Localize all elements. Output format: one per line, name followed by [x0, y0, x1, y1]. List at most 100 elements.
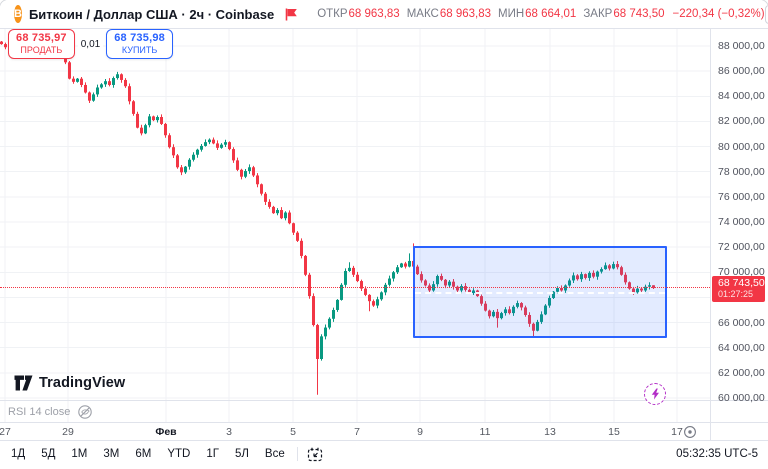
time-tick-label: 9: [417, 426, 423, 438]
range-button-1г[interactable]: 1Г: [206, 448, 219, 460]
candle-body: [520, 303, 523, 308]
calendar-icon: [307, 447, 322, 461]
candle-body: [628, 282, 631, 289]
candle-body: [316, 325, 319, 359]
boost-icon[interactable]: [644, 383, 666, 405]
range-button-6м[interactable]: 6М: [135, 448, 152, 460]
candle-body: [500, 313, 503, 319]
time-axis[interactable]: 27 29 Фев 3 5 7 9 11 13 15 17: [0, 422, 768, 441]
price-tick-label: 86 000,00: [718, 65, 765, 78]
currency-selector[interactable]: USD: [764, 4, 768, 24]
sell-label: ПРОДАТЬ: [20, 45, 63, 55]
candle-body: [344, 270, 347, 285]
candle-body: [640, 288, 643, 291]
change-value: −220,34 (−0,32%): [672, 8, 765, 20]
candle-body: [132, 101, 135, 114]
rsi-pane: RSI 14 close: [0, 400, 710, 422]
candle-body: [292, 223, 295, 233]
candle-body: [388, 278, 391, 285]
candle-body: [228, 142, 231, 150]
toolbar-divider: [296, 447, 298, 461]
candle-body: [320, 336, 323, 359]
candle-body: [108, 81, 111, 85]
candle-body: [356, 274, 359, 282]
time-tick-label: 3: [226, 426, 232, 438]
candle-body: [224, 142, 227, 145]
candle-body: [120, 74, 123, 80]
session-clock[interactable]: 05:32:35 UTC-5: [676, 448, 758, 460]
time-tick-label: Фев: [155, 426, 177, 438]
bottom-toolbar: 1Д 5Д 1М 3М 6М YTD 1Г 5Л Все 05:32:35 UTC-5: [0, 440, 768, 469]
candle-body: [360, 281, 363, 289]
candle-body: [396, 267, 399, 273]
price-pane[interactable]: 68 735,97 ПРОДАТЬ 0,01 68 735,98 КУПИТЬ …: [0, 29, 710, 405]
candle-body: [620, 267, 623, 275]
candle-body: [200, 145, 203, 150]
candle-body: [252, 167, 255, 176]
range-button-1м[interactable]: 1М: [71, 448, 88, 460]
top-toolbar: B Биткоин / Доллар США · 2ч · Coinbase О…: [0, 0, 768, 29]
candle-body: [264, 193, 267, 202]
candle-body: [488, 310, 491, 317]
range-button-5д[interactable]: 5Д: [41, 448, 56, 460]
candle-body: [324, 327, 327, 337]
candle-body: [192, 154, 195, 160]
buy-button[interactable]: 68 735,98 КУПИТЬ: [106, 29, 173, 59]
candle-body: [588, 272, 591, 278]
time-tick-label: 7: [354, 426, 360, 438]
eye-off-icon[interactable]: [78, 405, 93, 419]
candle-body: [524, 307, 527, 315]
range-button-ytd[interactable]: YTD: [167, 448, 191, 460]
candle-body: [496, 311, 499, 319]
candle-body: [176, 155, 179, 168]
candle-body: [600, 269, 603, 272]
candle-body: [96, 87, 99, 95]
time-tick-label: 17: [671, 426, 683, 438]
candle-body: [552, 291, 555, 299]
range-buttons: 1Д 5Д 1М 3М 6М YTD 1Г 5Л Все: [6, 445, 290, 463]
range-button-5л[interactable]: 5Л: [234, 448, 249, 460]
candle-body: [480, 296, 483, 304]
close-label: ЗАКР: [583, 8, 613, 20]
price-axis[interactable]: 68 743,50 01:27:25 88 000,00 86 000,00 84 …: [710, 29, 768, 404]
selection-box-drawing[interactable]: [413, 245, 667, 339]
candle-body: [68, 62, 71, 79]
bar-countdown: 01:27:25: [718, 289, 754, 300]
time-tick-label: 13: [544, 426, 556, 438]
sell-button[interactable]: 68 735,97 ПРОДАТЬ: [8, 29, 75, 59]
candle-body: [196, 149, 199, 155]
candle-body: [260, 184, 263, 194]
go-to-date-button[interactable]: [305, 445, 325, 464]
symbol-title[interactable]: Биткоин / Доллар США · 2ч · Coinbase: [28, 6, 275, 22]
candle-body: [644, 286, 647, 291]
candle-body: [452, 281, 455, 287]
candle-body: [140, 127, 143, 134]
price-tick-label: 88 000,00: [718, 39, 765, 52]
candle-body: [532, 323, 535, 331]
time-tick-label: 5: [290, 426, 296, 438]
scroll-target-icon[interactable]: [683, 425, 697, 439]
ohlc-legend: ОТКР 68 963,83 МАКС 68 963,83 МИН 68 664,01…: [317, 8, 764, 20]
range-button-1д[interactable]: 1Д: [11, 448, 26, 460]
candle-body: [528, 314, 531, 324]
candle-body: [0, 41, 3, 45]
flag-icon[interactable]: [284, 7, 298, 22]
range-button-3м[interactable]: 3М: [103, 448, 120, 460]
candle-body: [136, 113, 139, 128]
candle-body: [80, 78, 83, 85]
time-tick-label: 15: [608, 426, 620, 438]
candle-body: [572, 275, 575, 281]
candle-body: [256, 175, 259, 185]
range-button-все[interactable]: Все: [264, 448, 285, 460]
candle-body: [104, 81, 107, 85]
candlestick-canvas[interactable]: [0, 29, 710, 400]
candle-body: [492, 311, 495, 317]
candle-body: [340, 284, 343, 300]
axis-divider: [710, 423, 711, 441]
tradingview-logo[interactable]: TradingView: [14, 375, 125, 391]
candle-body: [220, 144, 223, 148]
candle-body: [184, 166, 187, 173]
candle-body: [296, 232, 299, 241]
candle-body: [352, 267, 355, 275]
